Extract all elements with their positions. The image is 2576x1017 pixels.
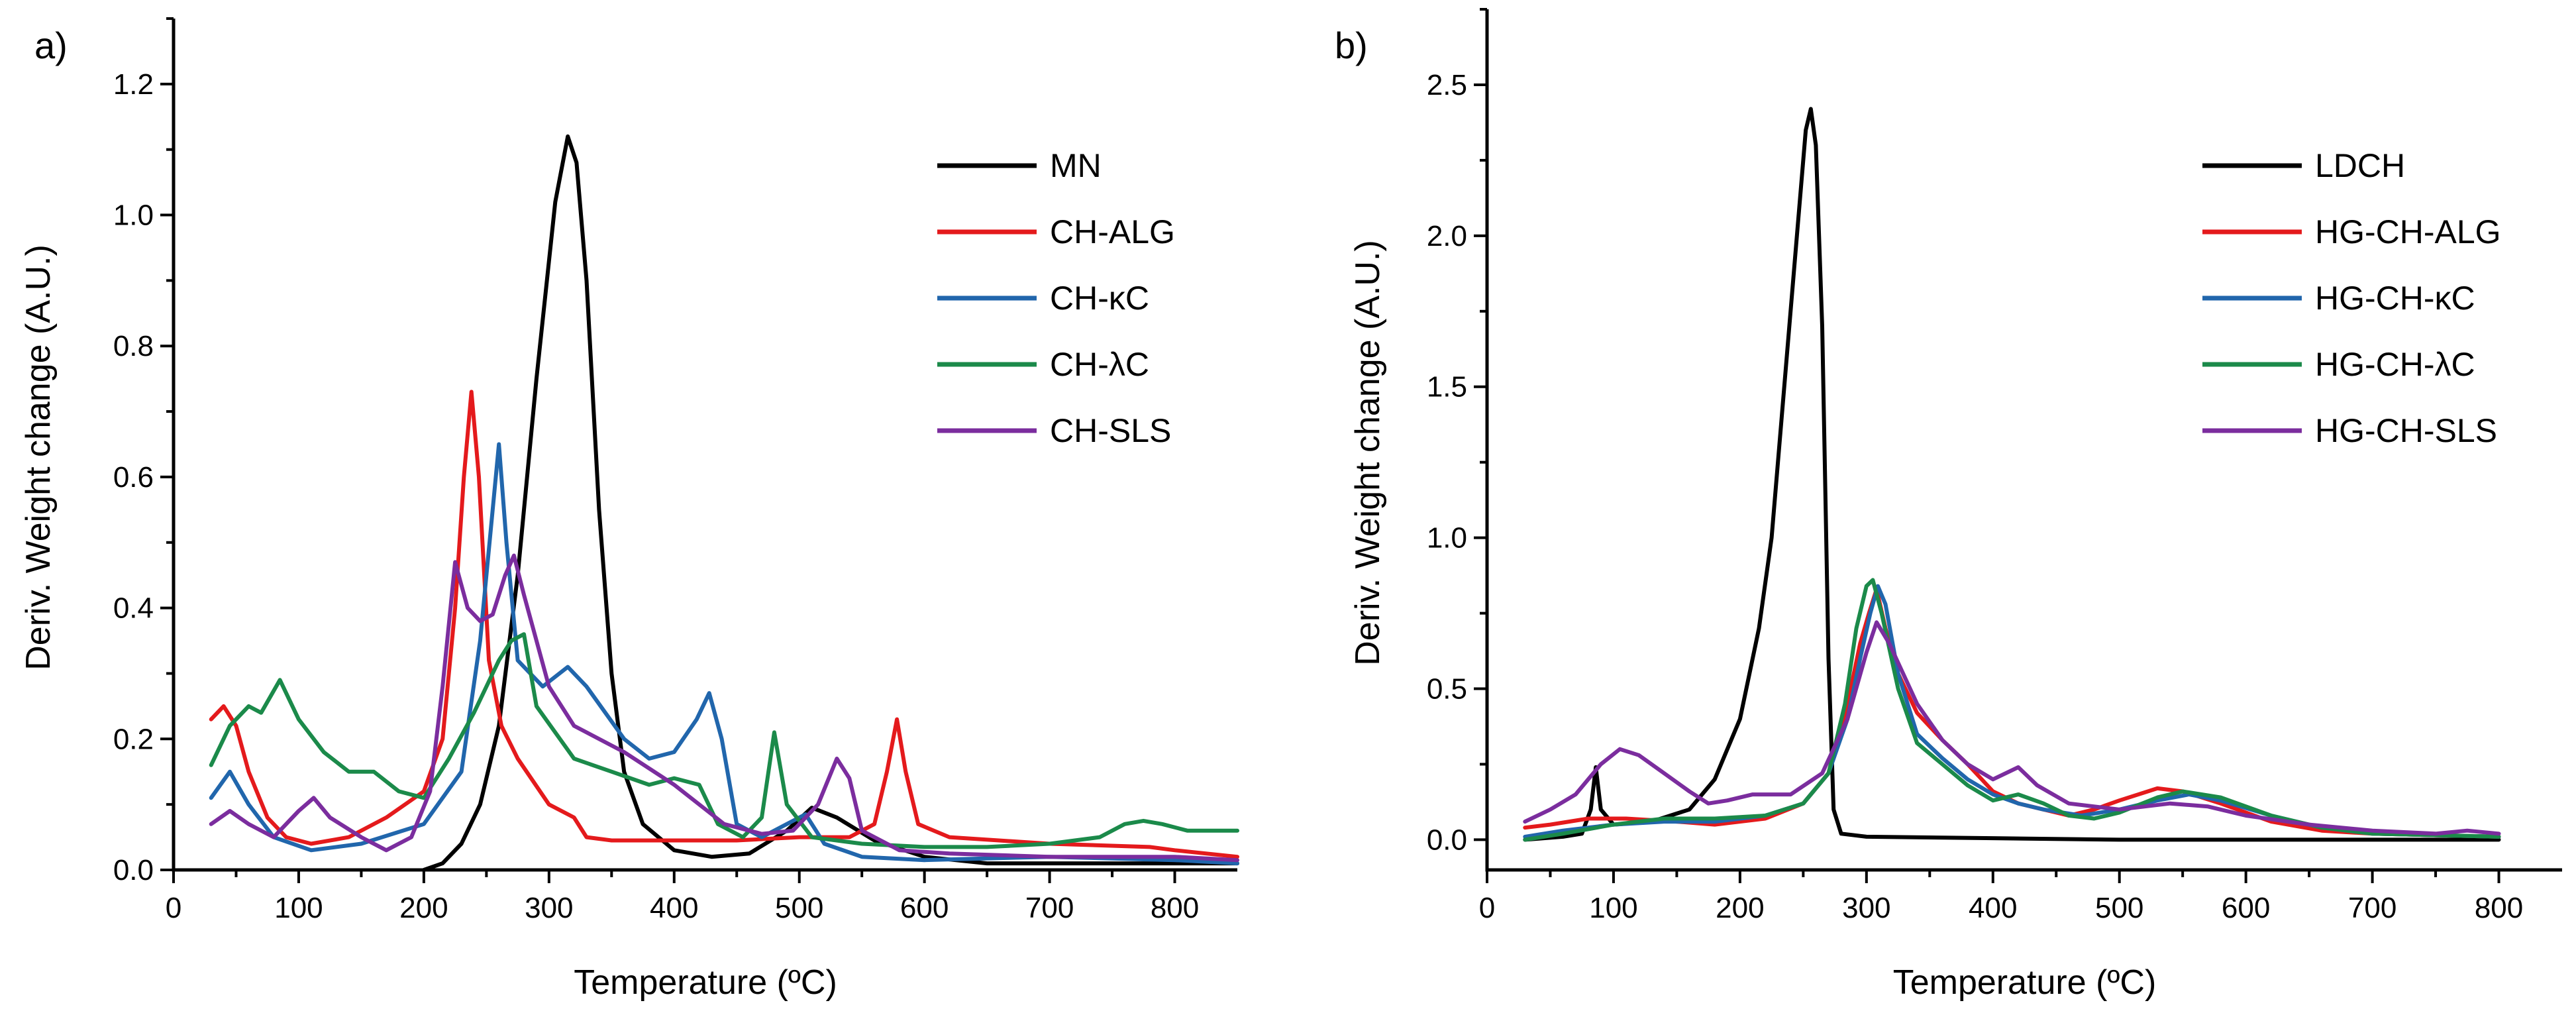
series-line-ch-alg [209,390,1239,859]
y-axis-title-b: Deriv. Weight change (A.U.) [1349,240,1387,666]
legend-label: LDCH [2315,147,2405,184]
x-tick-label: 800 [2475,892,2523,924]
x-tick-label: 100 [1589,892,1637,924]
y-tick-label: 1.2 [113,68,154,101]
panel-label-b: b) [1335,25,1368,66]
x-tick-label: 600 [900,892,949,924]
series-line-hg-ch-sls [1523,620,2501,836]
legend-label: HG-CH-κC [2315,280,2475,317]
series-line-hg-ch-c [1523,578,2501,842]
x-tick-label: 800 [1151,892,1199,924]
y-tick-label: 2.5 [1427,69,1467,101]
series-line-ldch [1523,107,2501,842]
x-tick-label: 300 [525,892,573,924]
series-line-hg-ch-c [1523,584,2501,839]
y-tick-label: 0.8 [113,330,154,362]
y-tick-label: 0.2 [113,723,154,755]
axis-ticks-b: 0 100 200 300 400 500 600 700 800 0.0 0.5 1.0 1.5 2.0… [1427,8,2523,924]
x-tick-label: 500 [775,892,823,924]
y-tick-label: 0.6 [113,461,154,494]
legend-label: CH-κC [1050,280,1149,317]
axes-frame-b [1485,9,2562,872]
axis-ticks-a: 0 100 200 300 400 500 600 700 800 0.0 0.2 0.4 0.6 0.8… [113,17,1199,924]
series-line-ch-c [209,632,1239,849]
x-tick-label: 0 [166,892,181,924]
y-tick-label: 1.5 [1427,371,1467,403]
x-tick-label: 600 [2222,892,2270,924]
series-group-a [209,134,1239,872]
series-line-ch-c [209,442,1239,866]
x-tick-label: 400 [1969,892,2017,924]
legend-label: CH-ALG [1050,213,1175,250]
y-tick-label: 0.0 [113,854,154,886]
chart-panel-a: a) Deriv. Weight change (A.U.) Temperatu… [19,17,1239,1002]
legend-b: LDCH HG-CH-ALG HG-CH-κC HG-CH-λC HG-CH-SLS [2202,147,2501,449]
x-tick-label: 500 [2095,892,2143,924]
y-tick-label: 0.4 [113,592,154,625]
y-tick-label: 1.0 [113,199,154,232]
legend-label: CH-SLS [1050,412,1171,449]
legend-label: HG-CH-SLS [2315,412,2497,449]
chart-panel-b: b) Deriv. Weight change (A.U.) Temperatu… [1335,8,2562,1002]
legend-label: CH-λC [1050,346,1149,383]
y-tick-label: 2.0 [1427,220,1467,252]
series-line-ch-sls [209,553,1239,863]
legend-label: HG-CH-ALG [2315,213,2501,250]
y-tick-label: 0.5 [1427,673,1467,706]
y-tick-label: 0.0 [1427,824,1467,856]
legend-label: HG-CH-λC [2315,346,2475,383]
x-tick-label: 100 [274,892,323,924]
legend-label: MN [1050,147,1102,184]
axes-frame-a [172,19,1237,872]
x-tick-label: 200 [1716,892,1764,924]
x-tick-label: 400 [650,892,698,924]
x-tick-label: 700 [2348,892,2396,924]
x-tick-label: 0 [1479,892,1495,924]
x-tick-label: 700 [1025,892,1074,924]
x-axis-title-a: Temperature (ºC) [574,963,837,1002]
y-tick-label: 1.0 [1427,522,1467,555]
x-tick-label: 300 [1842,892,1890,924]
legend-a: MN CH-ALG CH-κC CH-λC CH-SLS [937,147,1175,449]
series-group-b [1523,107,2501,842]
panel-label-a: a) [34,25,68,66]
y-axis-title-a: Deriv. Weight change (A.U.) [19,244,58,670]
x-tick-label: 200 [399,892,448,924]
x-axis-title-b: Temperature (ºC) [1893,963,2157,1002]
